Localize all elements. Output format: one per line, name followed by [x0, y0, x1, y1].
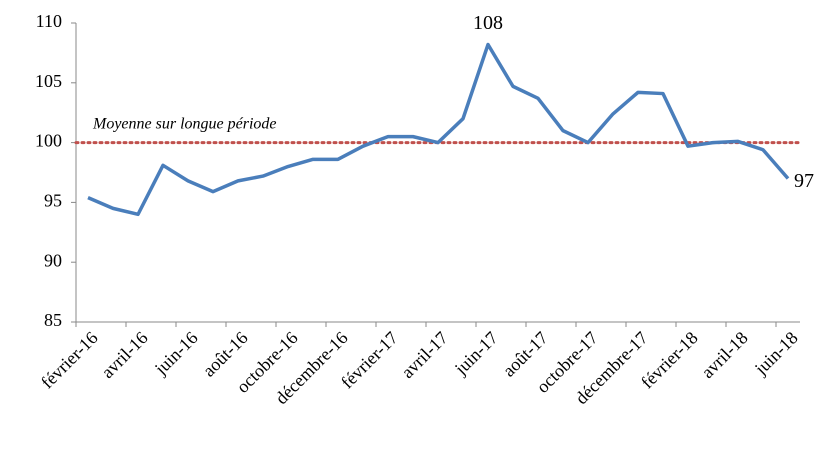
x-tick-label: juin-18 [750, 328, 802, 380]
data-label: 108 [473, 12, 503, 34]
x-tick-label: avril-16 [97, 328, 151, 382]
y-tick-label: 85 [44, 310, 62, 330]
y-tick-label: 100 [35, 131, 62, 151]
x-tick-label: avril-18 [697, 328, 751, 382]
y-tick-label: 110 [36, 11, 62, 31]
x-tick-label: février-16 [37, 328, 102, 393]
x-tick-label: juin-17 [450, 328, 502, 380]
reference-label: Moyenne sur longue période [92, 115, 277, 132]
x-tick-label: avril-17 [397, 328, 451, 382]
x-tick-label: juin-16 [150, 328, 202, 380]
y-tick-label: 90 [44, 250, 62, 270]
data-label: 97 [794, 170, 814, 192]
line [87, 42, 790, 217]
y-tick-label: 105 [35, 71, 62, 91]
y-tick-label: 95 [44, 191, 62, 211]
